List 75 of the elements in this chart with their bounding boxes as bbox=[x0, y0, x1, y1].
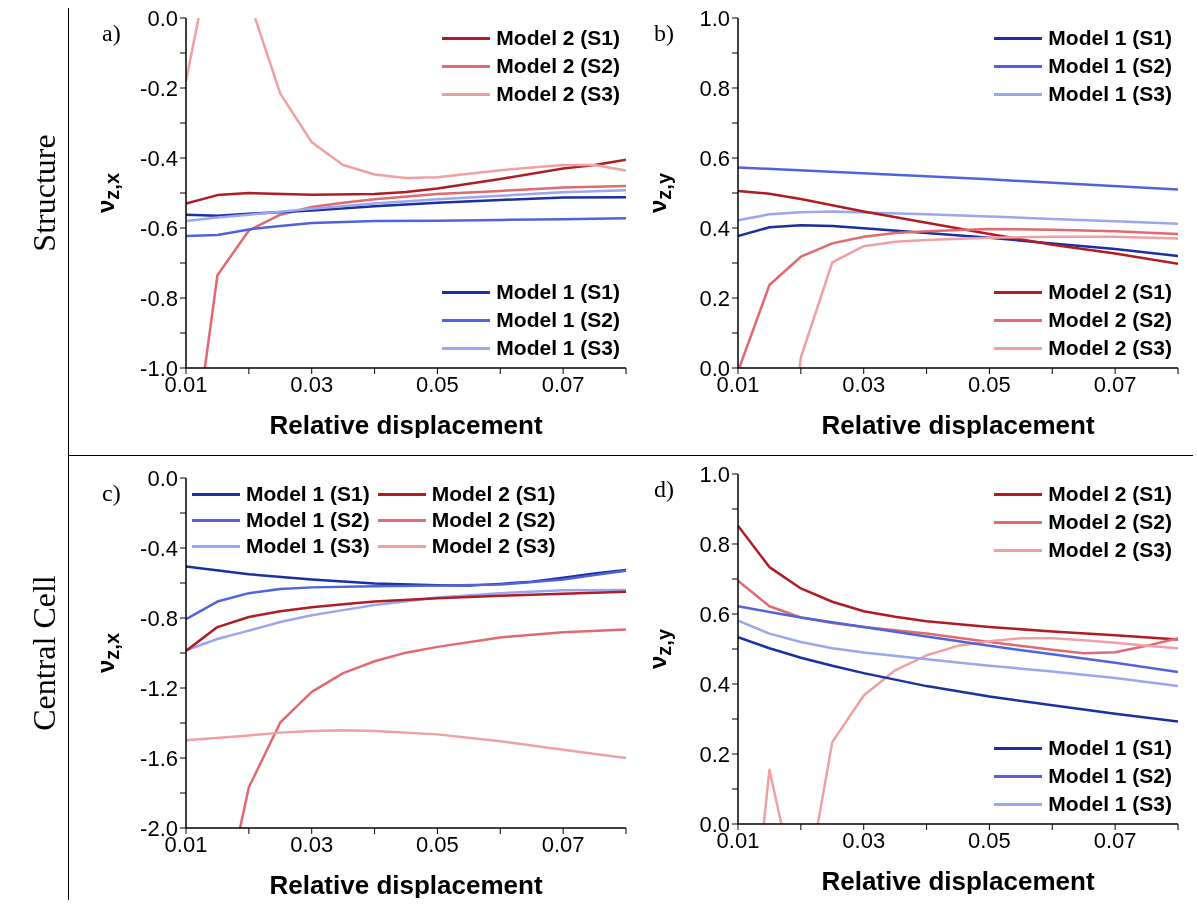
line-series bbox=[798, 235, 1178, 368]
legend-label: Model 1 (S1) bbox=[1048, 736, 1172, 760]
legend-label: Model 1 (S1) bbox=[246, 482, 370, 506]
x-tick-label: 0.03 bbox=[290, 831, 334, 857]
y-tick-label: -0.4 bbox=[140, 145, 178, 171]
legend-label: Model 2 (S2) bbox=[431, 508, 556, 532]
y-tick-label: -1.2 bbox=[140, 675, 178, 701]
y-tick-label: 0.8 bbox=[699, 531, 730, 557]
x-tick-label: 0.07 bbox=[1093, 827, 1137, 853]
line-series bbox=[738, 619, 1178, 688]
legend-label: Model 2 (S1) bbox=[431, 482, 556, 506]
legend-label: Model 2 (S2) bbox=[1048, 510, 1172, 534]
x-tick-label: 0.03 bbox=[842, 827, 886, 853]
legend-label: Model 1 (S1) bbox=[1048, 26, 1172, 50]
legend-label: Model 2 (S2) bbox=[496, 54, 620, 78]
y-tick-label: 0.6 bbox=[699, 145, 730, 171]
y-tick-label: 0.4 bbox=[699, 215, 730, 241]
legend-label: Model 1 (S2) bbox=[1048, 764, 1172, 788]
y-tick-label: 0.6 bbox=[699, 601, 730, 627]
text: b) bbox=[654, 20, 674, 47]
y-tick-label: -1.6 bbox=[140, 745, 178, 771]
y-tick-label: -0.6 bbox=[140, 215, 178, 241]
y-tick-label: 0.8 bbox=[699, 75, 730, 101]
line-series bbox=[203, 184, 626, 368]
x-tick-label: 0.05 bbox=[968, 827, 1011, 853]
y-tick-label: 0.0 bbox=[147, 5, 178, 31]
y-tick-label: -0.2 bbox=[140, 75, 178, 101]
line-series bbox=[186, 216, 626, 238]
legend-label: Model 2 (S3) bbox=[431, 534, 556, 558]
x-tick-label: 0.05 bbox=[416, 831, 459, 857]
line-series bbox=[238, 628, 626, 828]
line-series bbox=[186, 158, 626, 205]
legend-label: Model 1 (S2) bbox=[1048, 54, 1172, 78]
legend-label: Model 2 (S1) bbox=[1048, 482, 1172, 506]
x-tick-label: 0.05 bbox=[968, 371, 1011, 397]
legend-label: Model 1 (S3) bbox=[246, 534, 370, 558]
text: Central Cell bbox=[25, 575, 63, 731]
y-tick-label: -0.8 bbox=[140, 285, 178, 311]
y-tick-label: -0.4 bbox=[140, 535, 178, 561]
x-tick-label: 0.03 bbox=[842, 371, 886, 397]
legend-label: Model 1 (S3) bbox=[496, 336, 620, 360]
y-tick-label: 0.4 bbox=[699, 671, 730, 697]
line-series bbox=[738, 605, 1178, 674]
legend-label: Model 1 (S2) bbox=[496, 308, 620, 332]
y-tick-label: -0.8 bbox=[140, 605, 178, 631]
y-tick-label: 1.0 bbox=[699, 461, 730, 487]
legend-label: Model 2 (S1) bbox=[496, 26, 620, 50]
legend-label: Model 2 (S1) bbox=[1048, 280, 1172, 304]
legend-label: Model 2 (S3) bbox=[1048, 538, 1172, 562]
legend-label: Model 2 (S3) bbox=[1048, 336, 1172, 360]
x-tick-label: 0.07 bbox=[1093, 371, 1137, 397]
line-series bbox=[738, 635, 1178, 723]
text: Structure bbox=[25, 134, 63, 252]
line-series bbox=[738, 210, 1178, 226]
line-series bbox=[186, 188, 626, 223]
legend-label: Model 1 (S3) bbox=[1048, 82, 1172, 106]
y-tick-label: 0.2 bbox=[699, 285, 730, 311]
text: d) bbox=[654, 476, 674, 503]
x-tick-label: 0.07 bbox=[541, 831, 585, 857]
x-tick-label: 0.07 bbox=[541, 371, 585, 397]
line-series bbox=[186, 569, 626, 621]
legend-label: Model 2 (S3) bbox=[496, 82, 620, 106]
x-tick-label: 0.05 bbox=[416, 371, 459, 397]
legend-label: Model 2 (S2) bbox=[1048, 308, 1172, 332]
x-tick-label: 0.03 bbox=[290, 371, 334, 397]
text: c) bbox=[102, 480, 121, 507]
legend-label: Model 1 (S2) bbox=[246, 508, 370, 532]
text: a) bbox=[102, 20, 121, 47]
y-tick-label: 1.0 bbox=[699, 5, 730, 31]
legend-label: Model 1 (S3) bbox=[1048, 792, 1172, 816]
y-tick-label: 0.2 bbox=[699, 741, 730, 767]
line-series bbox=[186, 729, 626, 760]
y-tick-label: 0.0 bbox=[147, 465, 178, 491]
line-series bbox=[738, 189, 1178, 265]
legend-label: Model 1 (S1) bbox=[496, 280, 620, 304]
